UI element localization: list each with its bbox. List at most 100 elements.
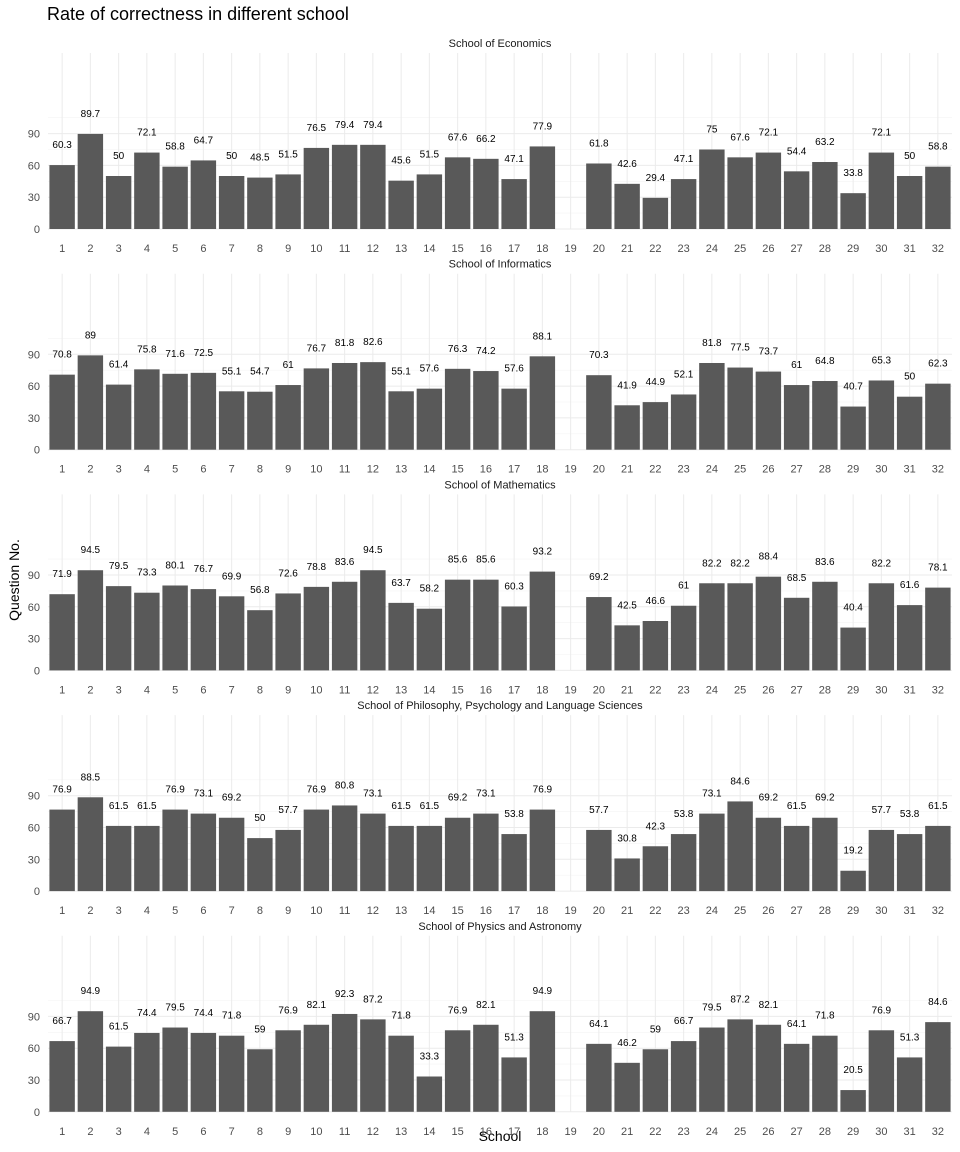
data-label: 84.6 [730, 776, 750, 787]
data-label: 88.5 [81, 772, 101, 783]
data-label: 89 [85, 330, 97, 341]
data-label: 76.9 [448, 1005, 468, 1016]
bar [925, 587, 951, 671]
data-label: 87.2 [363, 994, 383, 1005]
x-tick-label: 12 [367, 464, 379, 476]
data-label: 33.3 [420, 1052, 440, 1063]
data-label: 64.7 [194, 135, 214, 146]
x-tick-label: 27 [791, 1126, 803, 1138]
bar [586, 163, 612, 229]
bar [388, 1035, 414, 1112]
bar [501, 606, 527, 671]
y-tick-label: 90 [28, 349, 40, 361]
bar [49, 594, 75, 671]
x-tick-label: 29 [847, 464, 859, 476]
bar [840, 193, 866, 229]
data-label: 30.8 [617, 833, 637, 844]
x-tick-label: 19 [565, 464, 577, 476]
data-label: 45.6 [391, 156, 411, 167]
data-label: 78.8 [307, 562, 327, 573]
bar [303, 368, 330, 450]
bar [501, 388, 527, 450]
bar [868, 380, 895, 450]
x-tick-label: 7 [229, 905, 235, 917]
x-tick-label: 27 [791, 464, 803, 476]
bar [670, 179, 697, 229]
x-tick-label: 19 [565, 243, 577, 255]
x-tick-label: 19 [565, 905, 577, 917]
bar [614, 625, 640, 671]
bar [218, 1035, 245, 1112]
x-tick-label: 9 [285, 464, 291, 476]
data-label: 58.8 [165, 142, 185, 153]
data-label: 50 [113, 151, 125, 162]
data-label: 71.8 [391, 1011, 411, 1022]
bar [162, 809, 188, 892]
x-tick-label: 20 [593, 1126, 605, 1138]
x-tick-label: 24 [706, 905, 718, 917]
bar [303, 1024, 330, 1112]
data-label: 76.5 [307, 123, 327, 134]
data-label: 82.2 [730, 558, 750, 569]
y-tick-label: 90 [28, 791, 40, 803]
bar [388, 180, 414, 229]
bar [360, 813, 386, 892]
data-label: 64.1 [787, 1019, 807, 1030]
data-label: 76.7 [194, 564, 214, 575]
bar [162, 166, 188, 229]
bar [783, 597, 810, 671]
bar [896, 176, 923, 229]
y-tick-label: 0 [34, 886, 40, 898]
x-tick-label: 1 [59, 684, 65, 696]
data-label: 73.1 [194, 789, 214, 800]
data-label: 64.1 [589, 1019, 609, 1030]
data-label: 51.5 [278, 149, 298, 160]
x-tick-label: 15 [452, 905, 464, 917]
bar [275, 593, 301, 671]
bar [755, 371, 782, 450]
bar [190, 1032, 217, 1112]
data-label: 70.8 [52, 350, 72, 361]
x-tick-label: 21 [621, 1126, 633, 1138]
bar [529, 146, 556, 229]
bar [699, 1027, 725, 1112]
facet-panel: School of Economics 0 30 60 90 60.3 89.7 50 72.1… [28, 38, 952, 255]
bar [416, 1076, 443, 1112]
x-tick-label: 11 [339, 684, 350, 696]
x-tick-label: 26 [762, 243, 774, 255]
x-tick-label: 12 [367, 243, 379, 255]
bar [473, 158, 499, 229]
x-tick-label: 32 [932, 1126, 944, 1138]
bar [670, 834, 697, 892]
x-tick-label: 4 [144, 684, 150, 696]
y-tick-label: 60 [28, 1043, 40, 1055]
data-label: 53.8 [900, 809, 920, 820]
data-label: 40.4 [843, 603, 863, 614]
x-tick-label: 5 [172, 1126, 178, 1138]
data-label: 40.7 [843, 382, 863, 393]
y-tick-label: 0 [34, 224, 40, 236]
bar [331, 1013, 358, 1112]
facet-title: School of Mathematics [444, 479, 556, 491]
data-label: 50 [226, 151, 238, 162]
x-tick-label: 32 [932, 464, 944, 476]
data-label: 50 [904, 372, 916, 383]
x-tick-label: 21 [621, 905, 633, 917]
data-label: 69.2 [448, 793, 468, 804]
x-tick-label: 12 [367, 1126, 379, 1138]
data-label: 81.8 [335, 338, 355, 349]
x-tick-label: 5 [172, 464, 178, 476]
bar [134, 1032, 160, 1112]
x-tick-label: 23 [678, 243, 690, 255]
data-label: 55.1 [391, 366, 411, 377]
x-tick-label: 17 [508, 243, 520, 255]
bar [360, 570, 386, 671]
bar [529, 1011, 556, 1112]
x-tick-label: 12 [367, 684, 379, 696]
bar [755, 817, 782, 892]
x-tick-label: 13 [395, 905, 407, 917]
bar [162, 585, 188, 671]
data-label: 72.1 [137, 128, 157, 139]
data-label: 61 [791, 360, 803, 371]
data-label: 75.8 [137, 344, 157, 355]
